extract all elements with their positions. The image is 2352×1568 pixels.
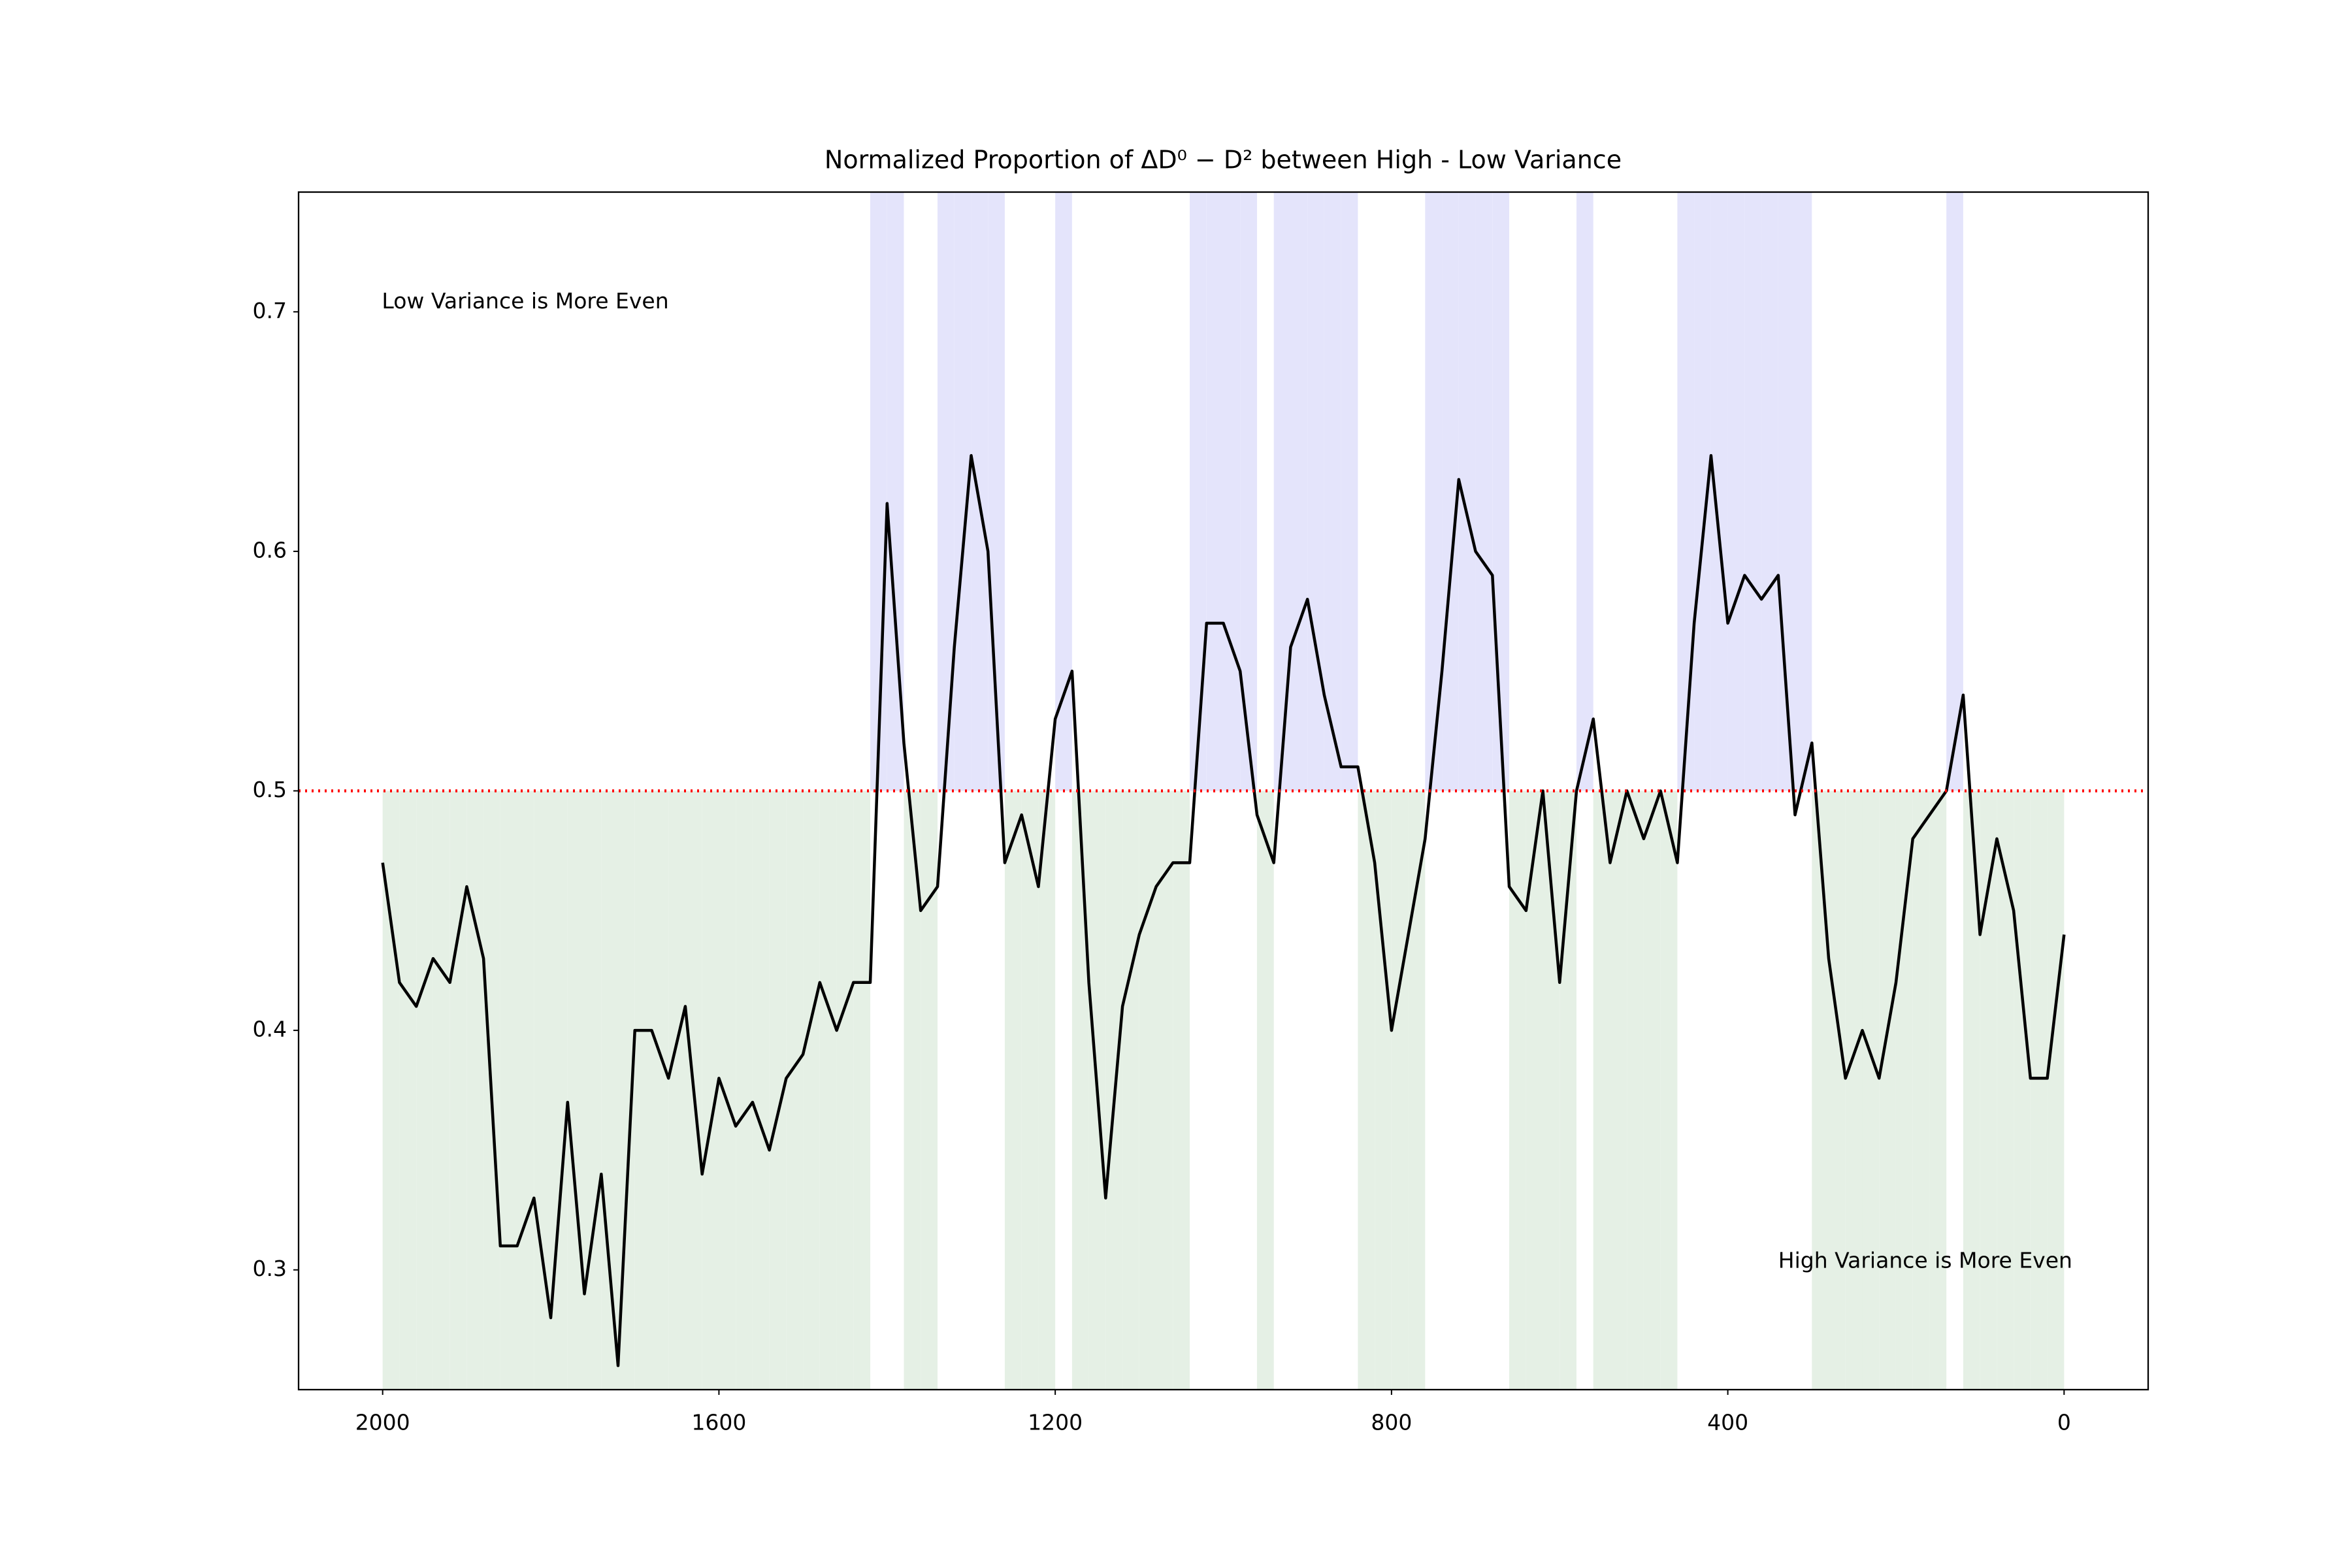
shade-band bbox=[1139, 791, 1156, 1390]
x-tick-label: 1200 bbox=[1028, 1410, 1083, 1435]
annotation: Low Variance is More Even bbox=[382, 288, 668, 314]
shade-band bbox=[786, 791, 804, 1390]
shade-band bbox=[736, 791, 753, 1390]
shade-band bbox=[1997, 791, 2014, 1390]
shade-band bbox=[1761, 192, 1778, 791]
shade-band bbox=[836, 791, 854, 1390]
x-tick-label: 800 bbox=[1371, 1410, 1412, 1435]
shade-band bbox=[1576, 192, 1593, 791]
y-tick-label: 0.4 bbox=[253, 1017, 287, 1042]
shade-band bbox=[634, 791, 652, 1390]
shade-band bbox=[517, 791, 534, 1390]
shade-band bbox=[1812, 791, 1829, 1390]
shade-band bbox=[1610, 791, 1627, 1390]
shade-band bbox=[1358, 791, 1375, 1390]
shade-band bbox=[668, 791, 685, 1390]
shade-band bbox=[1795, 192, 1812, 791]
shade-band bbox=[1845, 791, 1863, 1390]
shade-band bbox=[433, 791, 450, 1390]
shade-band bbox=[1190, 192, 1207, 791]
shade-band bbox=[1004, 791, 1022, 1390]
shade-band bbox=[1021, 791, 1039, 1390]
shade-band bbox=[719, 791, 736, 1390]
shade-band bbox=[1341, 192, 1358, 791]
shade-band bbox=[2014, 791, 2031, 1390]
shade-band bbox=[416, 791, 433, 1390]
shade-band bbox=[1307, 192, 1324, 791]
shade-band bbox=[1256, 791, 1274, 1390]
shade-band bbox=[1509, 791, 1526, 1390]
shade-band bbox=[1071, 791, 1089, 1390]
shade-band bbox=[1946, 192, 1963, 791]
y-tick-label: 0.5 bbox=[253, 777, 287, 802]
shade-band bbox=[870, 192, 887, 791]
plot-area bbox=[299, 192, 2148, 1390]
x-tick-label: 400 bbox=[1707, 1410, 1748, 1435]
shade-band bbox=[1643, 791, 1661, 1390]
shade-band bbox=[803, 791, 820, 1390]
shade-band bbox=[1895, 791, 1913, 1390]
shade-band bbox=[2047, 791, 2065, 1390]
shade-band bbox=[1442, 192, 1459, 791]
shade-band bbox=[1055, 192, 1072, 791]
shade-band bbox=[971, 192, 988, 791]
shade-band bbox=[1475, 192, 1493, 791]
shade-band bbox=[1223, 192, 1241, 791]
y-tick-label: 0.7 bbox=[253, 298, 287, 323]
shade-band bbox=[500, 791, 517, 1390]
shade-band bbox=[1627, 791, 1644, 1390]
shade-band bbox=[1206, 192, 1224, 791]
x-tick-label: 0 bbox=[2057, 1410, 2071, 1435]
annotation: High Variance is More Even bbox=[1778, 1247, 2072, 1273]
shade-band bbox=[567, 791, 585, 1390]
shade-band bbox=[1660, 791, 1678, 1390]
x-tick-label: 1600 bbox=[691, 1410, 746, 1435]
shade-band bbox=[2030, 791, 2048, 1390]
shade-band bbox=[1526, 791, 1543, 1390]
shade-band bbox=[752, 791, 770, 1390]
shade-band bbox=[1391, 791, 1409, 1390]
shade-band bbox=[1829, 791, 1846, 1390]
shade-band bbox=[1727, 192, 1745, 791]
shade-band bbox=[651, 791, 669, 1390]
shade-band bbox=[1173, 791, 1190, 1390]
shade-band bbox=[1744, 192, 1762, 791]
shade-band bbox=[1912, 791, 1930, 1390]
shade-band bbox=[399, 791, 417, 1390]
chart-title: Normalized Proportion of ΔD⁰ − D² betwee… bbox=[825, 146, 1622, 174]
shade-band bbox=[1929, 791, 1947, 1390]
shade-band bbox=[466, 791, 484, 1390]
x-tick-label: 2000 bbox=[355, 1410, 410, 1435]
shade-band bbox=[1879, 791, 1896, 1390]
shade-band bbox=[1677, 192, 1695, 791]
shade-band bbox=[1492, 192, 1510, 791]
shade-band bbox=[1156, 791, 1173, 1390]
shade-band bbox=[1324, 192, 1341, 791]
shade-band bbox=[853, 791, 871, 1390]
shade-band bbox=[1122, 791, 1139, 1390]
shade-band bbox=[1862, 791, 1880, 1390]
shade-band bbox=[601, 791, 618, 1390]
shade-band bbox=[449, 791, 467, 1390]
shade-band bbox=[584, 791, 602, 1390]
data-line bbox=[381, 454, 2066, 1367]
shade-band bbox=[1290, 192, 1308, 791]
y-tick-label: 0.3 bbox=[253, 1256, 287, 1281]
shade-band bbox=[819, 791, 837, 1390]
shade-band bbox=[921, 791, 938, 1390]
shade-band bbox=[1273, 192, 1291, 791]
y-tick-label: 0.6 bbox=[253, 537, 287, 563]
shade-band bbox=[1593, 791, 1610, 1390]
shade-band bbox=[1038, 791, 1056, 1390]
